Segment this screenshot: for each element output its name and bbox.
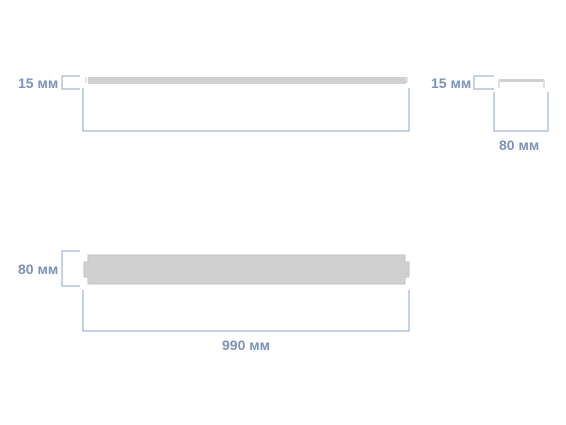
front-view-outline <box>83 254 410 285</box>
side-view-thickness-bracket <box>473 75 494 90</box>
side-view: 15 мм 80 мм <box>431 75 549 153</box>
side-view-thickness-label: 15 мм <box>431 75 471 91</box>
top-view-thickness-label: 15 мм <box>18 75 58 91</box>
top-view-strip <box>88 77 406 84</box>
top-view-outline <box>85 77 408 83</box>
front-view-height-label: 80 мм <box>18 261 58 277</box>
front-view-length-bracket <box>82 290 410 332</box>
side-view-width-bracket <box>493 92 549 132</box>
top-view-thickness-bracket <box>61 75 80 90</box>
side-view-channel-fill <box>500 79 543 82</box>
front-view-length-label: 990 мм <box>222 337 270 353</box>
side-view-width-label: 80 мм <box>499 137 539 153</box>
front-view-panel <box>84 255 409 284</box>
top-view-width-bracket <box>82 88 410 132</box>
front-view: 80 мм 990 мм <box>18 250 410 353</box>
top-view: 15 мм <box>18 75 410 132</box>
front-view-height-bracket <box>61 250 80 287</box>
